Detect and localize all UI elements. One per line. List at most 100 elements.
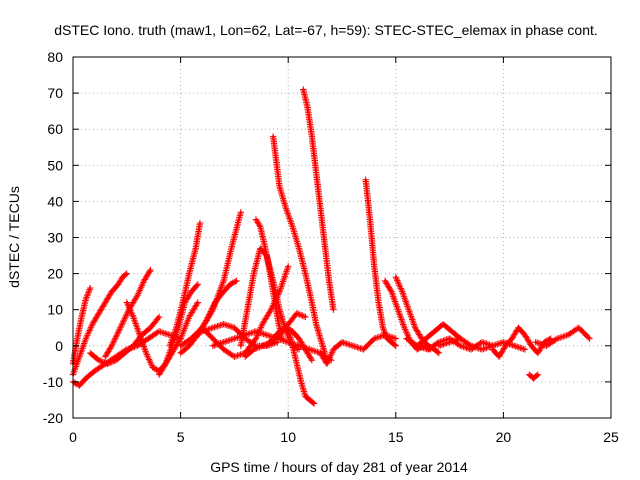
data-point <box>225 322 232 329</box>
data-point <box>258 322 265 329</box>
data-point <box>163 330 170 338</box>
data-point <box>221 338 229 345</box>
data-point <box>235 351 243 359</box>
data-point <box>86 286 93 293</box>
data-point <box>106 346 113 354</box>
data-point <box>379 324 387 331</box>
series-arc-05 <box>87 313 163 368</box>
data-point <box>228 336 235 343</box>
data-point <box>145 356 153 363</box>
data-point <box>206 325 214 332</box>
data-point <box>494 341 501 348</box>
data-point <box>83 333 90 341</box>
data-point <box>484 344 492 351</box>
data-point <box>358 345 366 353</box>
data-point <box>308 346 315 354</box>
data-point <box>232 334 240 342</box>
data-point <box>196 219 204 227</box>
data-point <box>440 341 447 348</box>
data-point <box>534 349 542 357</box>
data-point <box>458 343 466 350</box>
data-point <box>441 340 449 347</box>
data-point <box>382 330 389 338</box>
data-point <box>298 339 305 346</box>
y-tick-label: 40 <box>47 193 63 209</box>
data-point <box>338 338 346 346</box>
data-point <box>141 276 149 283</box>
data-point <box>461 344 469 351</box>
data-point <box>209 324 217 331</box>
data-point <box>355 344 363 352</box>
data-point <box>248 329 255 337</box>
series-arc-11 <box>177 209 245 349</box>
data-point <box>85 287 93 295</box>
data-point <box>475 345 483 352</box>
data-point <box>156 370 164 377</box>
data-point <box>254 328 261 336</box>
data-point <box>212 341 220 348</box>
data-point <box>83 294 90 301</box>
data-point <box>435 349 443 357</box>
data-point <box>226 323 233 330</box>
data-point <box>324 359 331 366</box>
data-point <box>223 337 230 345</box>
y-tick-label: 30 <box>47 230 63 246</box>
data-point <box>102 299 109 306</box>
data-point <box>558 333 566 341</box>
data-point <box>354 344 361 351</box>
data-point <box>318 351 325 358</box>
data-point <box>389 334 396 341</box>
data-point <box>536 347 543 354</box>
data-point <box>194 299 202 306</box>
data-point <box>215 322 223 329</box>
data-point <box>108 342 115 349</box>
data-point <box>415 329 422 337</box>
data-point <box>514 343 521 351</box>
data-point <box>212 300 219 307</box>
data-point <box>380 326 387 333</box>
data-point <box>212 323 220 330</box>
data-point <box>112 335 119 342</box>
data-point <box>105 293 112 301</box>
data-point <box>385 284 393 291</box>
data-point <box>144 353 151 360</box>
data-point <box>378 332 386 340</box>
data-point <box>147 361 155 368</box>
data-point <box>220 338 227 346</box>
data-point <box>237 351 244 358</box>
data-point <box>99 358 107 366</box>
data-point <box>85 328 92 336</box>
data-point <box>213 295 221 302</box>
x-tick-label: 20 <box>496 429 512 445</box>
data-point <box>84 332 91 339</box>
data-point <box>510 332 517 340</box>
data-point <box>317 349 324 357</box>
data-point <box>392 342 399 349</box>
data-point <box>87 324 95 331</box>
data-point <box>257 343 265 350</box>
data-point <box>140 279 147 286</box>
data-point <box>374 334 381 341</box>
data-point <box>314 348 321 356</box>
data-point <box>98 306 105 313</box>
data-point <box>524 335 531 343</box>
data-point <box>125 304 133 311</box>
data-point <box>343 340 350 347</box>
series-arc-18 <box>269 133 328 357</box>
data-point <box>112 333 120 340</box>
data-point <box>557 334 564 341</box>
data-point <box>413 327 420 334</box>
data-point <box>455 341 463 349</box>
data-point <box>217 321 224 329</box>
data-point <box>258 330 266 337</box>
data-point <box>396 282 403 289</box>
data-point <box>349 342 356 349</box>
data-point <box>392 274 399 281</box>
data-point <box>534 371 542 378</box>
data-point <box>211 342 218 349</box>
data-point <box>249 329 257 336</box>
data-point <box>95 310 103 317</box>
data-point <box>110 338 118 345</box>
data-point <box>123 270 130 277</box>
series-arc-20 <box>300 86 337 313</box>
